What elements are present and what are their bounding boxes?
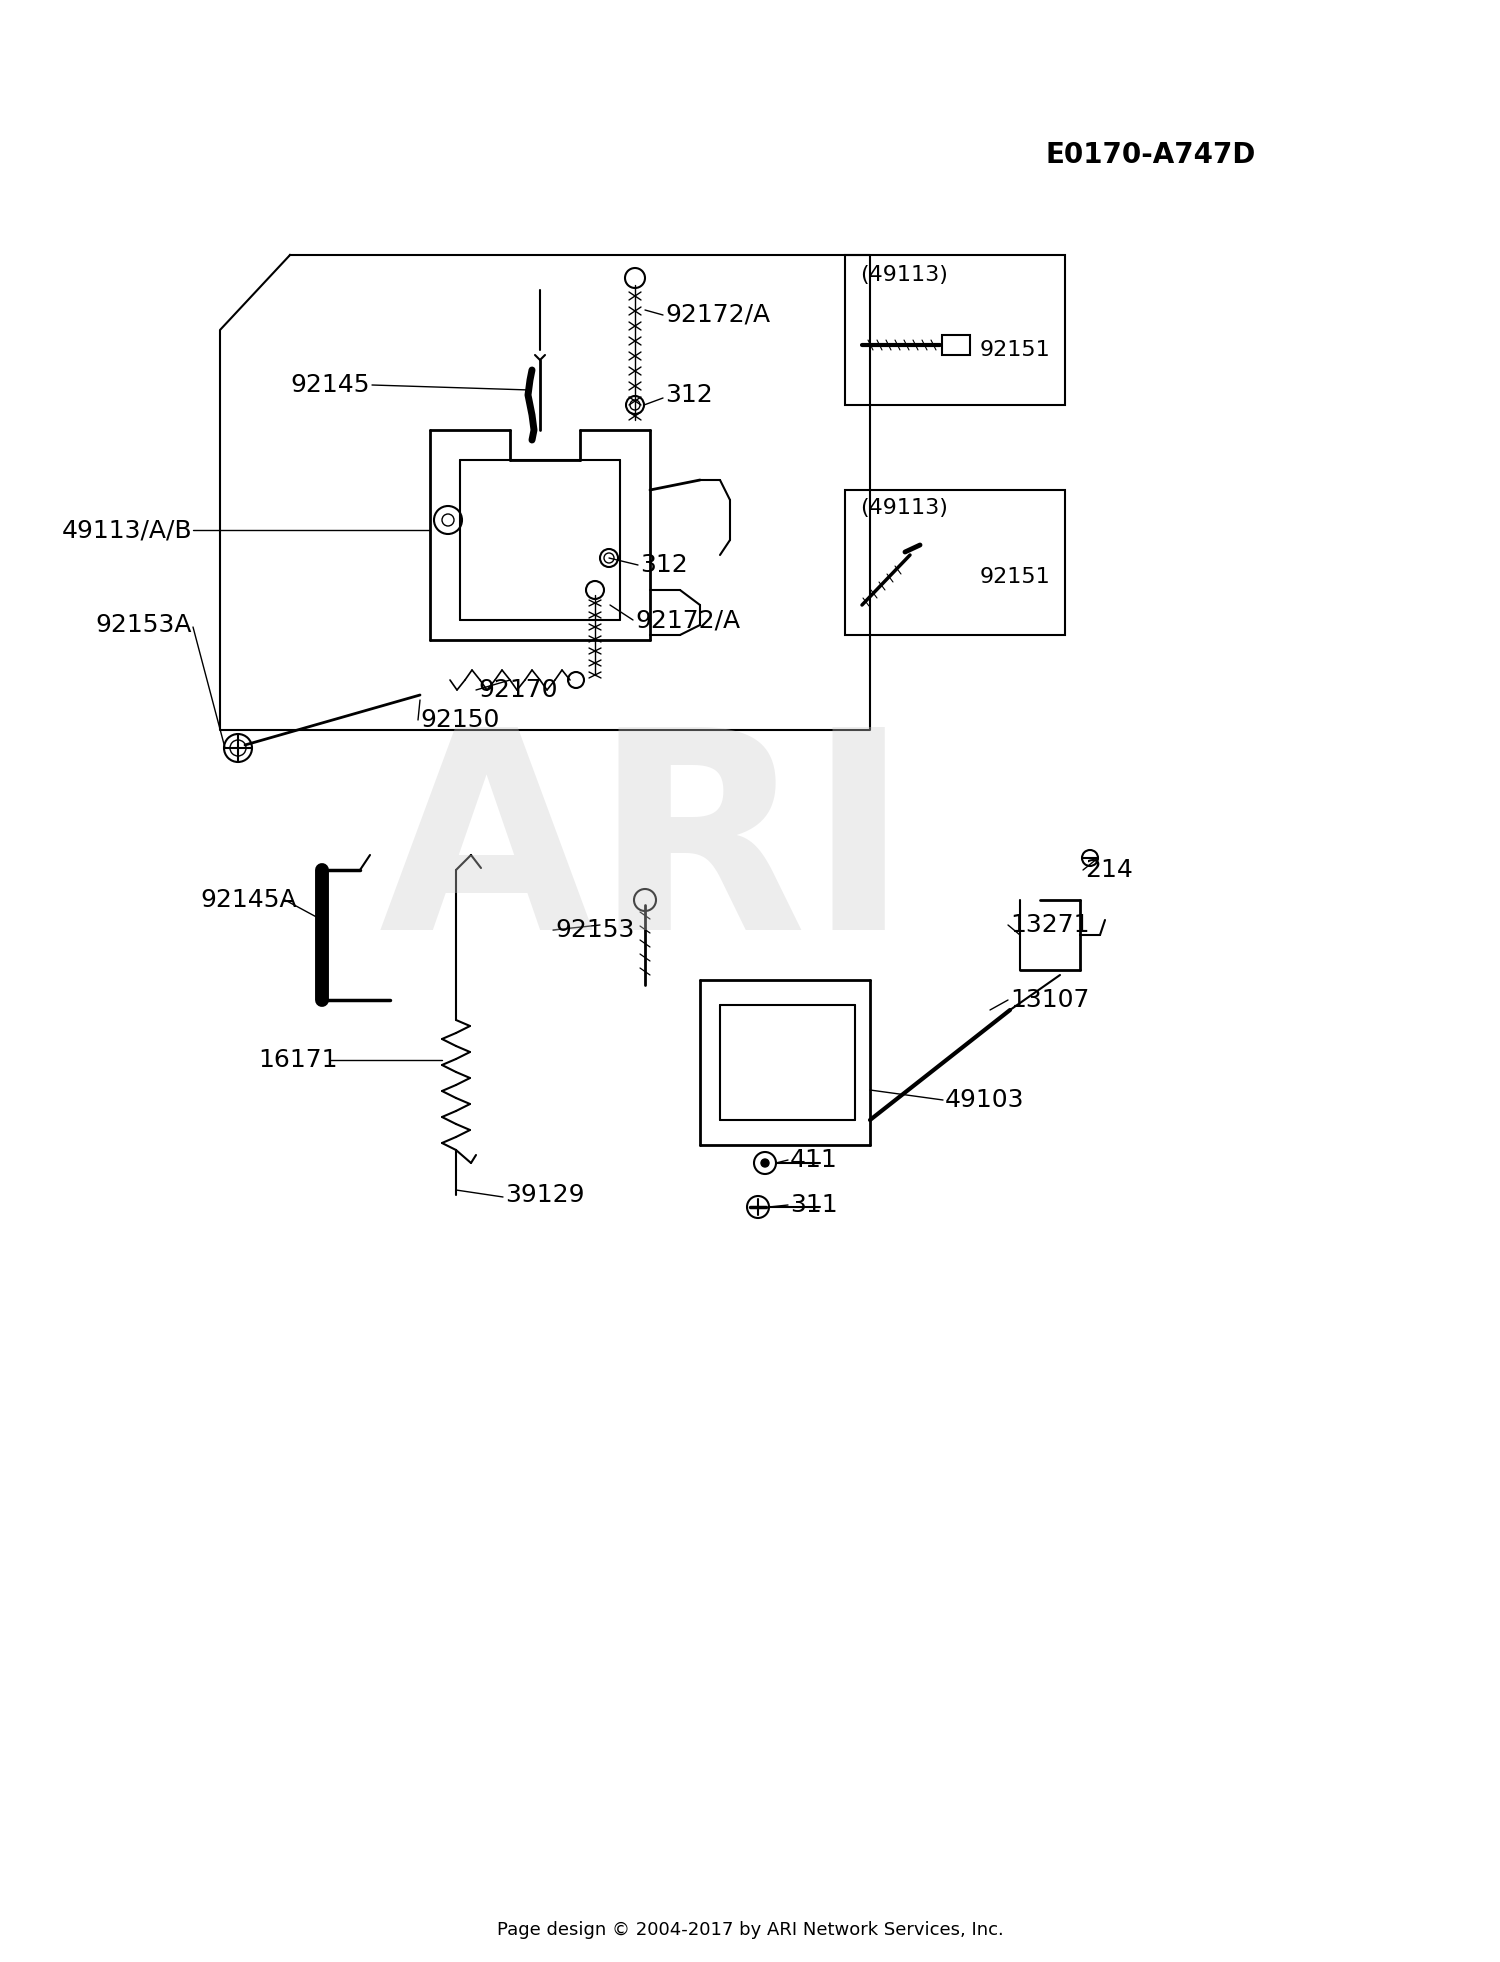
Text: (49113): (49113) [859,498,948,518]
Text: 311: 311 [790,1193,837,1216]
Text: 214: 214 [1084,857,1132,883]
Text: 92150: 92150 [420,708,500,732]
Text: 13271: 13271 [1010,912,1089,938]
Text: E0170-A747D: E0170-A747D [1046,141,1256,169]
Text: 92172/A: 92172/A [634,608,740,632]
Text: 92172/A: 92172/A [664,302,770,328]
Text: 312: 312 [664,383,712,406]
Text: 92151: 92151 [980,567,1050,587]
Text: (49113): (49113) [859,265,948,284]
Text: 49103: 49103 [945,1089,1024,1112]
Text: 92153A: 92153A [96,612,192,638]
Text: 92145: 92145 [290,373,369,396]
Text: 92145A: 92145A [200,889,297,912]
Bar [942,336,970,355]
Text: 312: 312 [640,553,687,577]
Text: 39129: 39129 [506,1183,585,1207]
Bar [844,490,1065,636]
Text: 92170: 92170 [478,679,558,702]
Text: 16171: 16171 [258,1048,338,1071]
Ellipse shape [760,1160,770,1167]
Text: 49113/A/B: 49113/A/B [62,518,192,542]
Text: Page design © 2004-2017 by ARI Network Services, Inc.: Page design © 2004-2017 by ARI Network S… [496,1921,1004,1938]
Text: ARI: ARI [380,718,910,989]
Bar [844,255,1065,404]
Text: 13107: 13107 [1010,989,1089,1012]
Text: 92151: 92151 [980,339,1050,359]
Text: 411: 411 [790,1148,837,1171]
Text: 92153: 92153 [555,918,634,942]
